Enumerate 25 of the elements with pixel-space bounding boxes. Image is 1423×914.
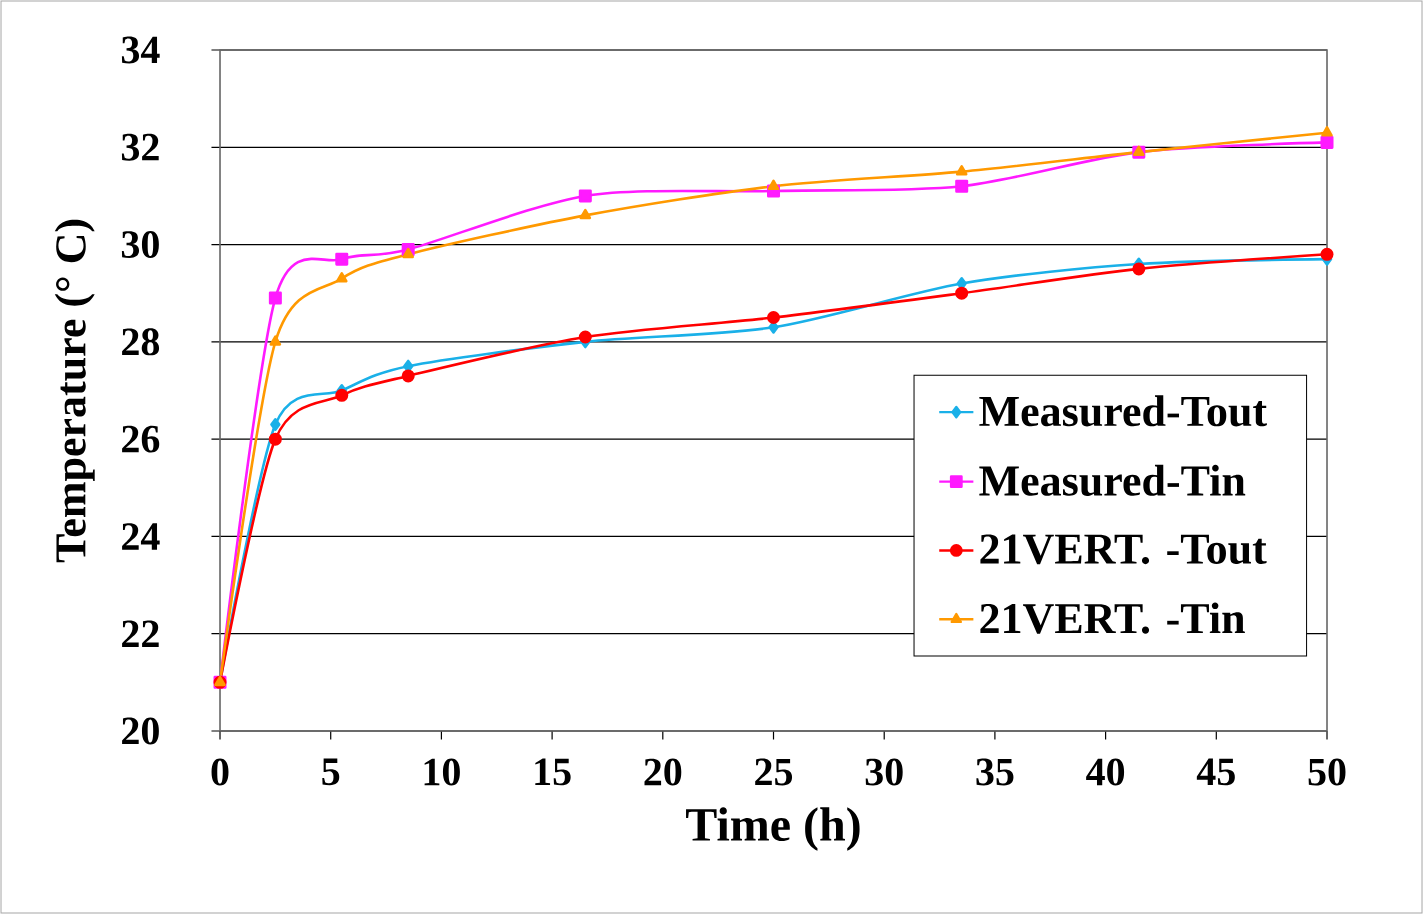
x-tick-label: 45 bbox=[1196, 758, 1235, 786]
y-tick-label: 20 bbox=[122, 717, 159, 745]
y-tick-label: 34 bbox=[121, 36, 160, 64]
y-tick-label: 24 bbox=[122, 523, 160, 550]
y-tick-label: 28 bbox=[122, 328, 160, 356]
legend-label: Measured-Tout bbox=[979, 395, 1267, 427]
x-tick-label: 30 bbox=[865, 758, 903, 786]
x-tick-label: 25 bbox=[755, 758, 793, 786]
x-tick-label: 15 bbox=[535, 758, 571, 786]
legend-label: Measured-Tin bbox=[979, 464, 1246, 496]
x-tick-label: 20 bbox=[644, 758, 682, 786]
y-axis-title: Temperature (° C) bbox=[54, 219, 95, 563]
legend-label: 21VERT. -Tout bbox=[980, 534, 1267, 565]
x-tick-label: 40 bbox=[1086, 758, 1125, 786]
y-tick-label: 30 bbox=[121, 231, 159, 259]
x-axis-title: Time (h) bbox=[686, 807, 860, 851]
x-tick-label: 35 bbox=[976, 758, 1014, 786]
y-tick-label: 22 bbox=[122, 620, 159, 647]
x-tick-label: 10 bbox=[424, 758, 460, 786]
x-tick-label: 0 bbox=[211, 758, 229, 786]
x-tick-label: 50 bbox=[1308, 758, 1346, 786]
x-tick-label: 5 bbox=[322, 758, 340, 786]
legend-label: 21VERT. -Tin bbox=[980, 602, 1245, 634]
y-tick-label: 26 bbox=[122, 425, 160, 453]
y-tick-label: 32 bbox=[121, 133, 159, 161]
